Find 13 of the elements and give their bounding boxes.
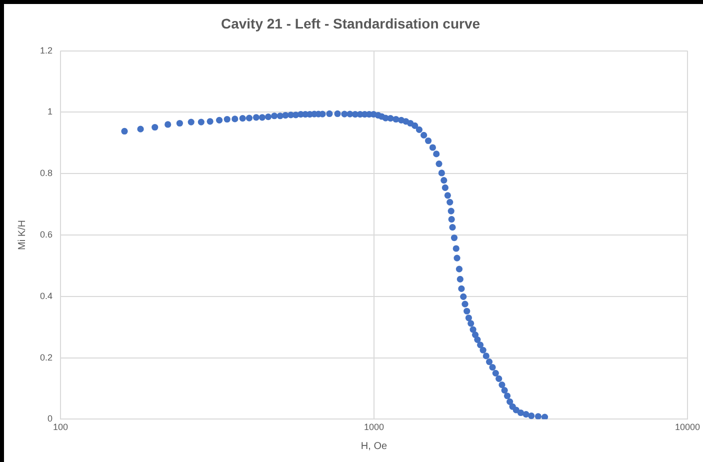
- y-tick-label: 1: [47, 106, 53, 117]
- y-tick-label: 0: [47, 414, 53, 424]
- y-tick-label: 0.8: [40, 168, 53, 178]
- x-tick-label: 10000: [674, 422, 700, 432]
- y-tick-label: 0.4: [40, 290, 53, 301]
- y-tick-label: 0.2: [40, 352, 53, 362]
- y-tick-label: 0.6: [40, 229, 53, 240]
- x-axis-title: H, Oe: [360, 440, 388, 452]
- x-tick-label: 100: [52, 422, 68, 432]
- y-axis-title: Mi K/H: [16, 220, 28, 250]
- chart-title: Cavity 21 - Left - Standardisation curve: [220, 15, 480, 32]
- x-tick-label: 1000: [364, 422, 384, 432]
- y-tick-label: 1.2: [40, 45, 53, 56]
